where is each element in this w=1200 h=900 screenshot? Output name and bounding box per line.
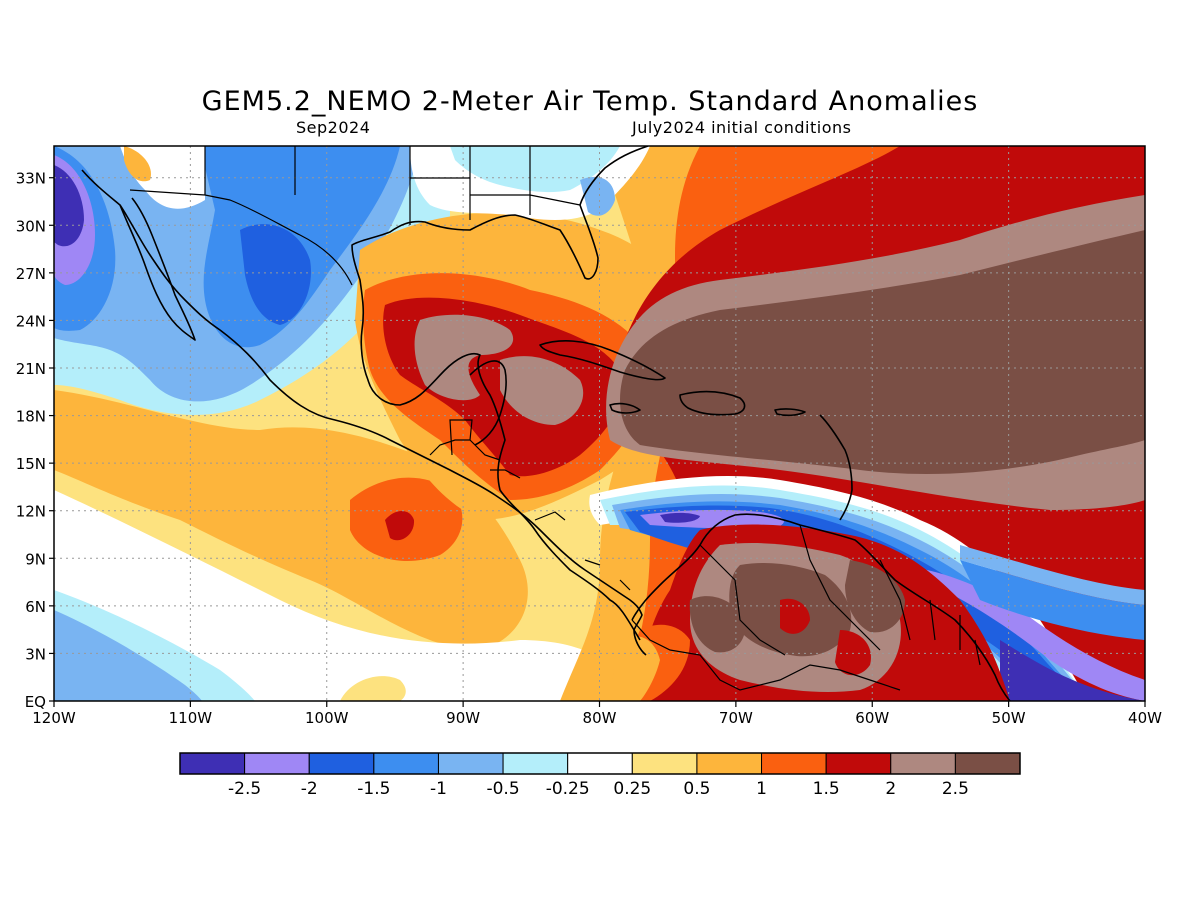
border-us-states	[204, 146, 581, 225]
coastline-gulf	[351, 146, 649, 641]
colorbar-label: 2.5	[942, 779, 969, 799]
anomaly-fill-jet-coldest-east	[1000, 640, 1145, 701]
anomaly-fill-pacific-warm	[54, 390, 528, 650]
colorbar-label: 0.25	[613, 779, 651, 799]
coastline-jamaica	[609, 402, 641, 414]
anomaly-fill-sa-strong-patch-2	[835, 630, 871, 676]
lon-tick-label: 40W	[1128, 709, 1162, 727]
border-central-america	[429, 419, 631, 591]
colorbar-swatch	[825, 752, 892, 775]
coastline-antilles	[819, 414, 853, 521]
lon-tick-label: 50W	[992, 709, 1026, 727]
colorbar-frame	[179, 752, 1021, 775]
anomaly-fill-sa-warm-edge	[612, 636, 660, 701]
colorbar: -2.5 -2 -1.5 -1 -0.5 -0.25 0.25 0.5 1 1.5 2 2.5	[179, 752, 1021, 799]
valid-month-label: Sep2024	[296, 118, 371, 137]
colorbar-swatch	[244, 752, 310, 775]
anomaly-fill-caribbean-very-strong	[500, 356, 584, 425]
init-conditions-label: July2024 initial conditions	[632, 118, 852, 137]
coastline-north-america	[81, 169, 647, 656]
anomaly-field	[54, 146, 1145, 701]
anomaly-fill-pacific-strong	[385, 511, 415, 541]
anomaly-fill-jet-cold-east	[900, 565, 1145, 701]
coastline-puerto-rico	[774, 408, 806, 417]
political-borders	[129, 146, 981, 691]
colorbar-swatch	[502, 752, 569, 775]
lon-tick-label: 100W	[305, 709, 349, 727]
lon-tick-label: 90W	[446, 709, 480, 727]
colorbar-label: 2	[885, 779, 896, 799]
colorbar-swatch	[308, 752, 375, 775]
anomaly-fill-se-pacific-neutral	[54, 490, 640, 701]
grid-lines	[54, 146, 1145, 701]
lat-tick-label: 33N	[16, 170, 46, 188]
colorbar-label: -2.5	[228, 779, 261, 799]
colorbar-swatch	[567, 752, 633, 775]
anomaly-fill-sa-extreme-2	[845, 560, 905, 633]
coastline-south-america	[631, 513, 1011, 701]
lat-tick-label: 27N	[16, 265, 46, 283]
colorbar-swatch	[179, 752, 246, 775]
coastline-hispaniola	[679, 390, 746, 416]
lon-tick-label: 80W	[583, 709, 617, 727]
colorbar-swatch	[437, 752, 504, 775]
lat-tick-label: 6N	[25, 598, 46, 616]
anomaly-fill-us-cool-light	[450, 146, 620, 193]
colorbar-swatch	[954, 752, 1021, 775]
colorbar-label: -1	[430, 779, 447, 799]
anomaly-fill-baja-coldest	[54, 165, 84, 247]
anomaly-fill-atlantic-extreme	[620, 230, 1145, 475]
border-us-mexico	[129, 189, 353, 286]
colorbar-label: -2	[301, 779, 318, 799]
colorbar-label: -1.5	[357, 779, 390, 799]
colorbar-swatch	[890, 752, 956, 775]
lat-tick-label: 18N	[16, 408, 46, 426]
colorbar-label: -0.25	[546, 779, 590, 799]
anomaly-fill-gulf-very-strong	[414, 314, 514, 401]
colorbar-swatch	[696, 752, 763, 775]
coastline-cuba	[539, 340, 666, 381]
colorbar-swatch	[631, 752, 698, 775]
lat-tick-label: 15N	[16, 455, 46, 473]
map-title: GEM5.2_NEMO 2-Meter Air Temp. Standard A…	[201, 86, 979, 117]
colorbar-swatch	[761, 752, 827, 775]
latitude-axis: EQ 3N 6N 9N 12N 15N 18N 21N 24N 27N 30N 33N	[16, 170, 54, 711]
anomaly-fill-se-pacific-cool	[54, 610, 202, 701]
anomaly-fill-jet-coldest	[660, 512, 700, 523]
anomaly-fill-sa-extreme-3	[689, 596, 746, 653]
anomaly-fill-sa-strong-patch	[780, 598, 810, 634]
lat-tick-label: EQ	[25, 693, 46, 711]
colorbar-label: 1	[756, 779, 767, 799]
anomaly-fill-atlantic-cool-band-light	[960, 545, 1145, 605]
coastline-baja	[119, 197, 196, 341]
lat-tick-label: 3N	[25, 645, 46, 663]
anomaly-fill-atlantic-cool-band	[960, 560, 1145, 640]
colorbar-label: 1.5	[813, 779, 840, 799]
lat-tick-label: 30N	[16, 217, 46, 235]
lon-tick-label: 110W	[169, 709, 213, 727]
colorbar-label: -0.5	[486, 779, 519, 799]
border-south-america	[631, 524, 981, 691]
lon-tick-label: 70W	[719, 709, 753, 727]
lat-tick-label: 21N	[16, 360, 46, 378]
anomaly-fill-pacific-warm-patch	[340, 676, 406, 701]
coastlines	[81, 146, 1011, 701]
anomaly-fill-us-warm-patch	[124, 146, 151, 182]
lon-tick-label: 60W	[855, 709, 889, 727]
lat-tick-label: 12N	[16, 503, 46, 521]
coastline-yucatan	[469, 360, 507, 446]
lat-tick-label: 9N	[25, 550, 46, 568]
colorbar-swatch	[373, 752, 439, 775]
colorbar-label: 0.5	[683, 779, 710, 799]
longitude-axis: 120W 110W 100W 90W 80W 70W 60W 50W 40W	[32, 701, 1162, 727]
lat-tick-label: 24N	[16, 312, 46, 330]
anomaly-fill-mexico-cool-strong	[240, 224, 311, 325]
lon-tick-label: 120W	[32, 709, 76, 727]
